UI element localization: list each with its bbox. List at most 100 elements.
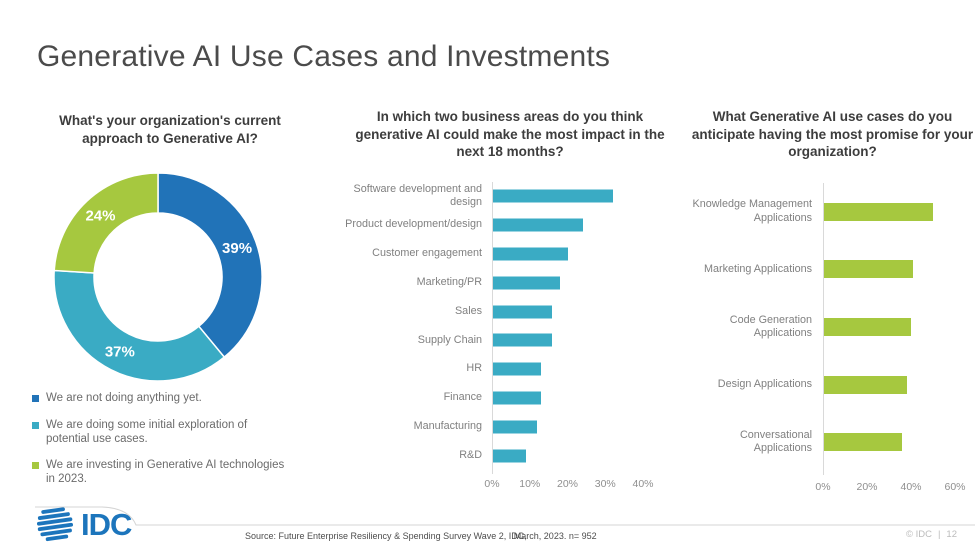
bar-category-label: Finance [443,391,482,404]
bar-value-36pct [823,433,903,452]
idc-logo: IDC [35,505,132,543]
bar-category-label: Manufacturing [413,420,482,433]
bar-value-40pct [823,317,911,336]
legend-item-0: We are not doing anything yet. [32,392,304,406]
x-axis-tick-label: 20% [856,480,878,493]
legend-swatch-icon [32,462,39,470]
bar-row: Design Applications [690,356,975,414]
bar-value-38pct [823,375,907,394]
bar-category-label: Design Applications [717,377,812,390]
bar-category-label: Marketing/PR [416,276,482,289]
source-note-part2: March, 2023. n= 952 [513,531,597,541]
promise-bar-chart-title: What Generative AI use cases do you anti… [691,109,974,160]
legend-label: We are investing in Generative AI techno… [46,459,285,486]
legend-label: We are doing some initial exploration of… [46,418,248,445]
bar-category-label: R&D [459,448,482,461]
bar-track [823,183,975,241]
bar-category-label: Product development/design [345,218,482,231]
bar-value-18pct [492,276,560,290]
bar-value-16pct [492,333,553,347]
x-axis-tick-label: 40% [632,477,654,490]
globe-stripe [36,517,73,526]
bar-value-24pct [492,218,583,232]
legend-item-1: We are doing some initial exploration of… [32,419,304,447]
bar-track [492,297,675,326]
bar-category-label: Supply Chain [417,333,482,346]
legend-swatch-icon [32,395,39,402]
donut-segment-1 [53,269,226,382]
bar-track [823,413,975,471]
donut-segment-label-1: 37% [105,343,135,360]
bar-track [492,182,675,211]
donut-chart-title: What's your organization's current appro… [59,113,281,146]
bar-track [492,326,675,355]
bar-category-label: Sales [454,304,482,317]
bar-track [492,441,675,470]
donut-segment-0 [157,172,263,359]
bar-row: HR [345,355,675,384]
x-axis-tick-label: 0% [484,477,500,490]
legend-item-2: We are investing in Generative AI techno… [32,459,304,487]
footer-separator: | [937,529,941,540]
donut-chart-section: What's your organization's current appro… [25,112,315,512]
bar-row: Customer engagement [345,240,675,269]
bar-track [492,384,675,413]
bar-value-16pct [492,305,553,319]
bar-category-label: Conversational Applications [739,428,812,455]
x-axis-tick-label: 10% [519,477,541,490]
bar-category-label: Code Generation Applications [729,313,812,339]
promise-bar-chart-section: What Generative AI use cases do you anti… [690,108,975,508]
bar-value-13pct [492,362,542,376]
idc-logo-text: IDC [81,506,132,542]
impact-bar-chart-title: In which two business areas do you think… [355,109,665,160]
footer-swoosh-divider [35,506,975,526]
bar-row: Manufacturing [345,412,675,441]
bar-value-32pct [492,189,613,203]
bar-track [823,298,975,356]
donut-segment-label-0: 39% [222,240,252,257]
globe-stripe [41,507,65,514]
x-axis-tick-label: 30% [594,477,616,490]
bar-row: Marketing/PR [345,268,675,297]
x-axis-tick-label: 0% [815,480,831,493]
bar-category-label: Marketing Applications [703,262,812,275]
bar-track [492,211,675,240]
x-axis-ticks: 0% 10% 20% 30% 40% [484,477,675,492]
bar-category-label: HR [466,362,482,375]
bar-track [492,268,675,297]
x-axis-ticks: 0% 20% 40% 60% [815,480,975,495]
bar-row: Supply Chain [345,326,675,355]
bar-category-label: Knowledge Management Applications [692,198,812,224]
page-title: Generative AI Use Cases and Investments [37,40,611,73]
x-axis-tick-label: 20% [556,477,579,490]
x-axis-tick-label: 60% [944,480,966,493]
bar-row: Knowledge Management Applications [690,183,975,241]
bar-value-41pct [823,260,914,279]
bar-row: Code Generation Applications [690,298,975,356]
bar-row: Conversational Applications [690,413,975,471]
bar-row: Software development and design [345,182,675,211]
bar-row: Marketing Applications [690,241,975,299]
page-footer: © IDC | 12 [906,529,957,540]
x-axis-tick-label: 40% [900,480,922,493]
source-note-part1: Source: Future Enterprise Resiliency & S… [245,531,527,541]
bar-row: R&D [345,441,675,470]
globe-stripe [37,512,70,520]
idc-globe-icon [36,507,74,542]
bar-value-50pct [823,202,933,221]
bar-value-20pct [492,247,568,261]
bar-value-13pct [492,391,542,405]
bar-row: Sales [345,297,675,326]
impact-bar-chart-section: In which two business areas do you think… [345,108,675,508]
globe-stripe [37,522,74,532]
globe-stripe [40,528,72,537]
source-note: Source: Future Enterprise Resiliency & S… [245,531,597,541]
impact-bar-chart: Software development and design Product d… [345,182,675,492]
bar-track [492,355,675,384]
donut-chart: 39% 37% 24% [53,172,263,382]
bar-value-9pct [492,449,526,463]
y-axis-line [492,182,493,474]
legend-swatch-icon [32,421,39,429]
copyright-text: © IDC [905,529,932,540]
